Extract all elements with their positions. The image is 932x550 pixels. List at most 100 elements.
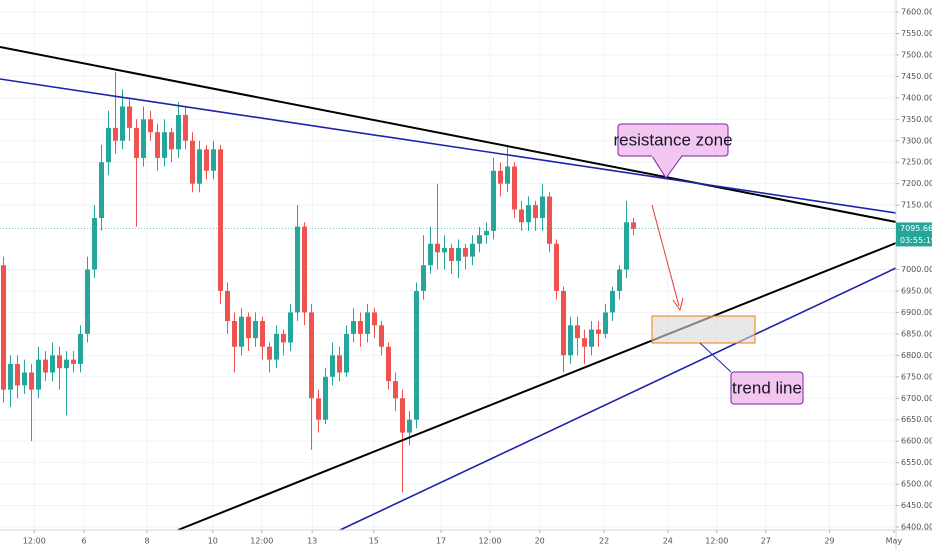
- y-tick-label: 7400.00: [901, 93, 932, 102]
- y-tick-label: 6400.00: [901, 522, 932, 531]
- candle-body: [456, 248, 461, 261]
- candle-body: [78, 333, 83, 364]
- last-price-box: [896, 222, 932, 247]
- candle-body: [1, 265, 6, 390]
- candle-body: [71, 359, 76, 364]
- candle-body: [323, 376, 328, 420]
- candle-body: [554, 243, 559, 291]
- candle-body: [176, 115, 181, 150]
- candle-body: [624, 222, 629, 270]
- countdown-label: 03:55:19: [900, 236, 932, 245]
- candle-body: [155, 132, 160, 158]
- y-tick-label: 6650.00: [901, 415, 932, 424]
- candle-body: [211, 149, 216, 171]
- y-tick-label: 7250.00: [901, 158, 932, 167]
- candle-body: [393, 381, 398, 399]
- y-tick-label: 7500.00: [901, 50, 932, 59]
- candle-body: [540, 196, 545, 219]
- last-price-label: 7095.66: [900, 224, 932, 233]
- x-tick-label: 22: [599, 537, 609, 546]
- candle-body: [519, 209, 524, 223]
- callout-join: [652, 154, 681, 157]
- candle-body: [15, 363, 20, 386]
- y-tick-label: 7350.00: [901, 115, 932, 124]
- candle-body: [379, 325, 384, 347]
- candle-body: [29, 372, 34, 390]
- y-tick-label: 6700.00: [901, 394, 932, 403]
- candle-body: [547, 196, 552, 244]
- candle-body: [463, 248, 468, 257]
- candle-body: [596, 329, 601, 334]
- candle-body: [295, 226, 300, 313]
- candle-body: [57, 355, 62, 369]
- y-tick-label: 7150.00: [901, 201, 932, 210]
- candle-body: [498, 170, 503, 184]
- candle-body: [183, 115, 188, 141]
- y-tick-label: 7300.00: [901, 136, 932, 145]
- candle-body: [281, 333, 286, 343]
- candle-body: [365, 312, 370, 334]
- candle-body: [260, 321, 265, 347]
- candle-body: [533, 205, 538, 219]
- x-tick-label: 12:00: [705, 537, 728, 546]
- candle-body: [169, 132, 174, 150]
- candle-body: [85, 269, 90, 334]
- candle-body: [274, 333, 279, 360]
- candle-body: [575, 325, 580, 339]
- y-tick-label: 7600.00: [901, 8, 932, 17]
- candle-body: [491, 170, 496, 231]
- candle-body: [197, 149, 202, 184]
- candle-body: [253, 321, 258, 339]
- candle-body: [435, 243, 440, 253]
- candle-body: [400, 398, 405, 433]
- candle-body: [449, 248, 454, 261]
- y-tick-label: 6500.00: [901, 480, 932, 489]
- candle-body: [442, 248, 447, 253]
- candle-body: [526, 205, 531, 223]
- candle-body: [344, 333, 349, 373]
- annotation: resistance zone: [613, 130, 732, 149]
- x-tick-label: 10: [208, 537, 218, 546]
- candle-body: [631, 222, 636, 229]
- candle-body: [267, 346, 272, 360]
- y-tick-label: 6950.00: [901, 286, 932, 295]
- candle-body: [309, 312, 314, 399]
- y-tick-label: 7450.00: [901, 72, 932, 81]
- x-tick-label: 27: [761, 537, 771, 546]
- candle-body: [22, 372, 27, 386]
- candle-body: [106, 127, 111, 163]
- candle-body: [386, 346, 391, 382]
- upper-channel-line: [0, 78, 897, 214]
- arrow-head: [672, 297, 684, 312]
- y-tick-label: 6550.00: [901, 458, 932, 467]
- candle-body: [414, 290, 419, 420]
- callout-pointer: [651, 155, 683, 179]
- candle-body: [162, 132, 167, 158]
- y-tick-label: 6600.00: [901, 437, 932, 446]
- candle-body: [477, 235, 482, 244]
- y-tick-label: 6850.00: [901, 329, 932, 338]
- candle-body: [92, 218, 97, 270]
- candle-body: [246, 316, 251, 339]
- candle-body: [407, 419, 412, 433]
- candle-body: [120, 106, 125, 141]
- candle-body: [372, 312, 377, 326]
- candle-body: [337, 355, 342, 373]
- x-tick-label: 6: [81, 537, 86, 546]
- candle-body: [330, 355, 335, 377]
- candle-body: [50, 355, 55, 373]
- x-tick-label: 8: [144, 537, 149, 546]
- candle-body: [127, 106, 132, 128]
- x-tick-label: 15: [369, 537, 379, 546]
- lower-channel-line: [339, 267, 897, 531]
- candles: [1, 72, 636, 493]
- drawings: resistance zone trend line: [0, 46, 897, 531]
- candle-body: [421, 265, 426, 291]
- candle-body: [232, 321, 237, 347]
- candle-body: [8, 363, 13, 390]
- candle-body: [134, 127, 139, 158]
- candle-body: [582, 338, 587, 347]
- candle-body: [239, 316, 244, 347]
- candle-body: [204, 149, 209, 171]
